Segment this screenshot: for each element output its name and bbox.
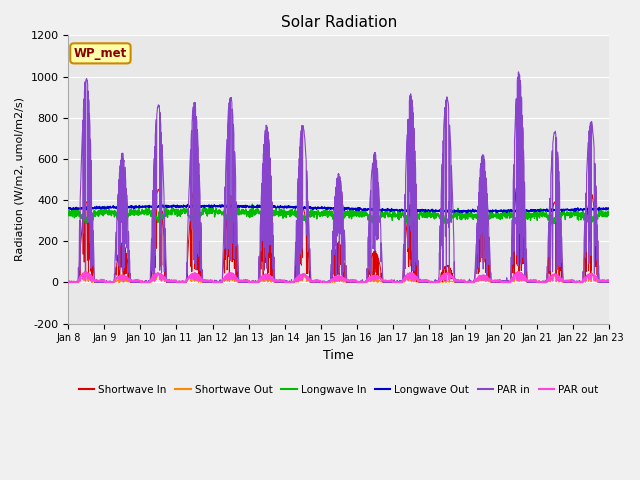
Shortwave In <box>355 279 362 285</box>
PAR in <box>215 279 223 285</box>
Longwave In <box>355 209 362 215</box>
Line: Shortwave Out: Shortwave Out <box>68 274 609 282</box>
PAR in <box>573 279 580 285</box>
PAR in <box>495 279 503 285</box>
Longwave Out <box>216 203 223 208</box>
X-axis label: Time: Time <box>323 349 354 362</box>
Longwave Out <box>573 206 580 212</box>
Text: WP_met: WP_met <box>74 47 127 60</box>
Shortwave Out <box>515 271 523 276</box>
Shortwave Out <box>65 279 72 285</box>
Longwave In <box>366 211 374 216</box>
Shortwave Out <box>605 279 612 285</box>
Longwave Out <box>463 210 470 216</box>
Shortwave In <box>557 255 565 261</box>
Shortwave In <box>216 279 223 285</box>
PAR out <box>354 279 362 285</box>
Longwave In <box>573 210 580 216</box>
Shortwave In <box>65 278 72 284</box>
PAR out <box>573 279 580 285</box>
Longwave Out <box>65 205 72 211</box>
Title: Solar Radiation: Solar Radiation <box>280 15 397 30</box>
Longwave Out <box>496 209 504 215</box>
PAR in <box>605 279 612 285</box>
PAR out <box>65 279 72 285</box>
PAR out <box>557 277 565 283</box>
PAR in <box>366 202 374 207</box>
Longwave Out <box>366 206 374 212</box>
PAR in <box>557 260 565 265</box>
Shortwave In <box>496 279 504 285</box>
Legend: Shortwave In, Shortwave Out, Longwave In, Longwave Out, PAR in, PAR out: Shortwave In, Shortwave Out, Longwave In… <box>74 381 603 399</box>
PAR in <box>354 279 362 285</box>
Shortwave In <box>515 172 522 178</box>
Shortwave Out <box>495 279 503 285</box>
PAR in <box>515 69 522 75</box>
PAR out <box>215 279 223 285</box>
PAR out <box>515 269 522 275</box>
Shortwave In <box>65 279 72 285</box>
Shortwave Out <box>215 279 223 285</box>
Longwave In <box>557 213 565 219</box>
Longwave Out <box>184 202 192 207</box>
Longwave In <box>496 212 504 218</box>
Line: Shortwave In: Shortwave In <box>68 175 609 282</box>
Line: PAR out: PAR out <box>68 272 609 282</box>
Longwave Out <box>557 207 565 213</box>
Shortwave Out <box>354 279 362 285</box>
Shortwave Out <box>573 279 580 285</box>
Longwave In <box>248 201 256 207</box>
Longwave Out <box>355 206 362 212</box>
Longwave In <box>405 223 413 228</box>
Shortwave In <box>366 259 374 264</box>
Line: Longwave Out: Longwave Out <box>68 204 609 213</box>
PAR out <box>605 278 612 284</box>
Shortwave In <box>605 278 612 284</box>
Longwave In <box>65 213 72 218</box>
Longwave In <box>605 211 612 217</box>
Shortwave In <box>573 279 580 285</box>
PAR out <box>495 277 503 283</box>
PAR out <box>366 275 374 280</box>
Line: Longwave In: Longwave In <box>68 204 609 226</box>
Line: PAR in: PAR in <box>68 72 609 282</box>
Shortwave Out <box>366 278 374 284</box>
PAR in <box>65 279 72 285</box>
Longwave In <box>215 207 223 213</box>
Shortwave Out <box>557 279 565 285</box>
Y-axis label: Radiation (W/m2, umol/m2/s): Radiation (W/m2, umol/m2/s) <box>15 97 25 262</box>
Longwave Out <box>605 205 612 211</box>
